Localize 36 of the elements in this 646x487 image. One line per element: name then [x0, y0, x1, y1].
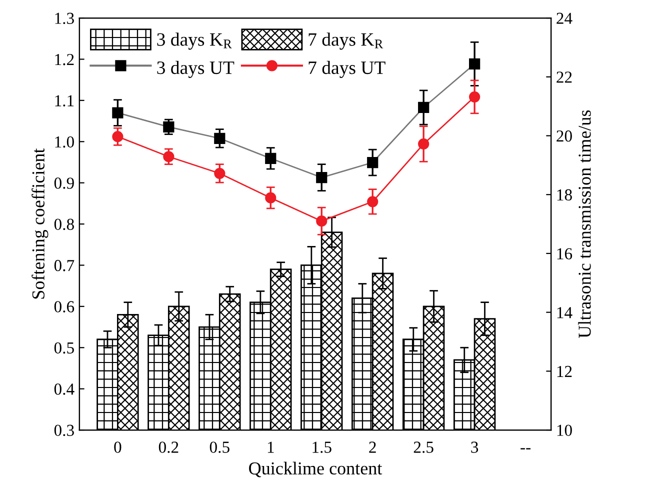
- y-tick-label: 1.1: [55, 95, 74, 106]
- y-tick-label: 0.9: [54, 178, 74, 189]
- y-tick-label: 0.8: [54, 218, 74, 230]
- y2-tick-label: 18: [557, 189, 572, 201]
- x-tick-label: 1: [268, 442, 274, 453]
- y2-tick-label: 10: [557, 424, 572, 436]
- x-tick-label: 0.5: [210, 442, 230, 453]
- x-tick-label: --: [520, 448, 530, 450]
- legend-label: 3 days UT: [157, 60, 234, 78]
- x-tick-label: 0.2: [158, 442, 178, 453]
- x-axis-title: Quicklime content: [249, 462, 382, 478]
- y-tick-label: 0.3: [54, 424, 74, 436]
- point: [112, 107, 124, 118]
- y2-tick-label: 22: [556, 72, 572, 83]
- y-tick-label: 0.6: [54, 301, 74, 312]
- y-axis-title: Softening coefficient: [32, 148, 48, 299]
- y-tick-label: 0.7: [54, 260, 74, 272]
- y2-axis-title: Ultrasonic transmission time/us: [578, 110, 591, 338]
- y2-tick-label: 20: [556, 130, 572, 142]
- y2-tick-label: 24: [556, 12, 572, 24]
- y2-tick-label: 16: [557, 248, 572, 260]
- y2-tick-label: 14: [557, 307, 572, 318]
- x-tick-label: 1.5: [312, 442, 332, 453]
- x-tick-label: 2.5: [414, 442, 434, 453]
- y-tick-label: 0.4: [54, 384, 74, 395]
- y-tick-label: 1.0: [55, 136, 74, 148]
- y-tick-label: 1.3: [55, 12, 74, 24]
- y2-tick-label: 12: [557, 366, 572, 377]
- x-tick-label: 3: [471, 442, 478, 453]
- legend-label: 7 days K$_{R}$: [308, 32, 384, 50]
- y-tick-label: 1.2: [55, 54, 74, 66]
- legend-label: 3 days K$_{R}$: [157, 32, 232, 50]
- x-tick-label: 2: [369, 442, 376, 453]
- x-tick-label: 0: [114, 442, 122, 453]
- y-tick-label: 0.5: [54, 342, 74, 354]
- legend-label: 7 days UT: [308, 60, 386, 78]
